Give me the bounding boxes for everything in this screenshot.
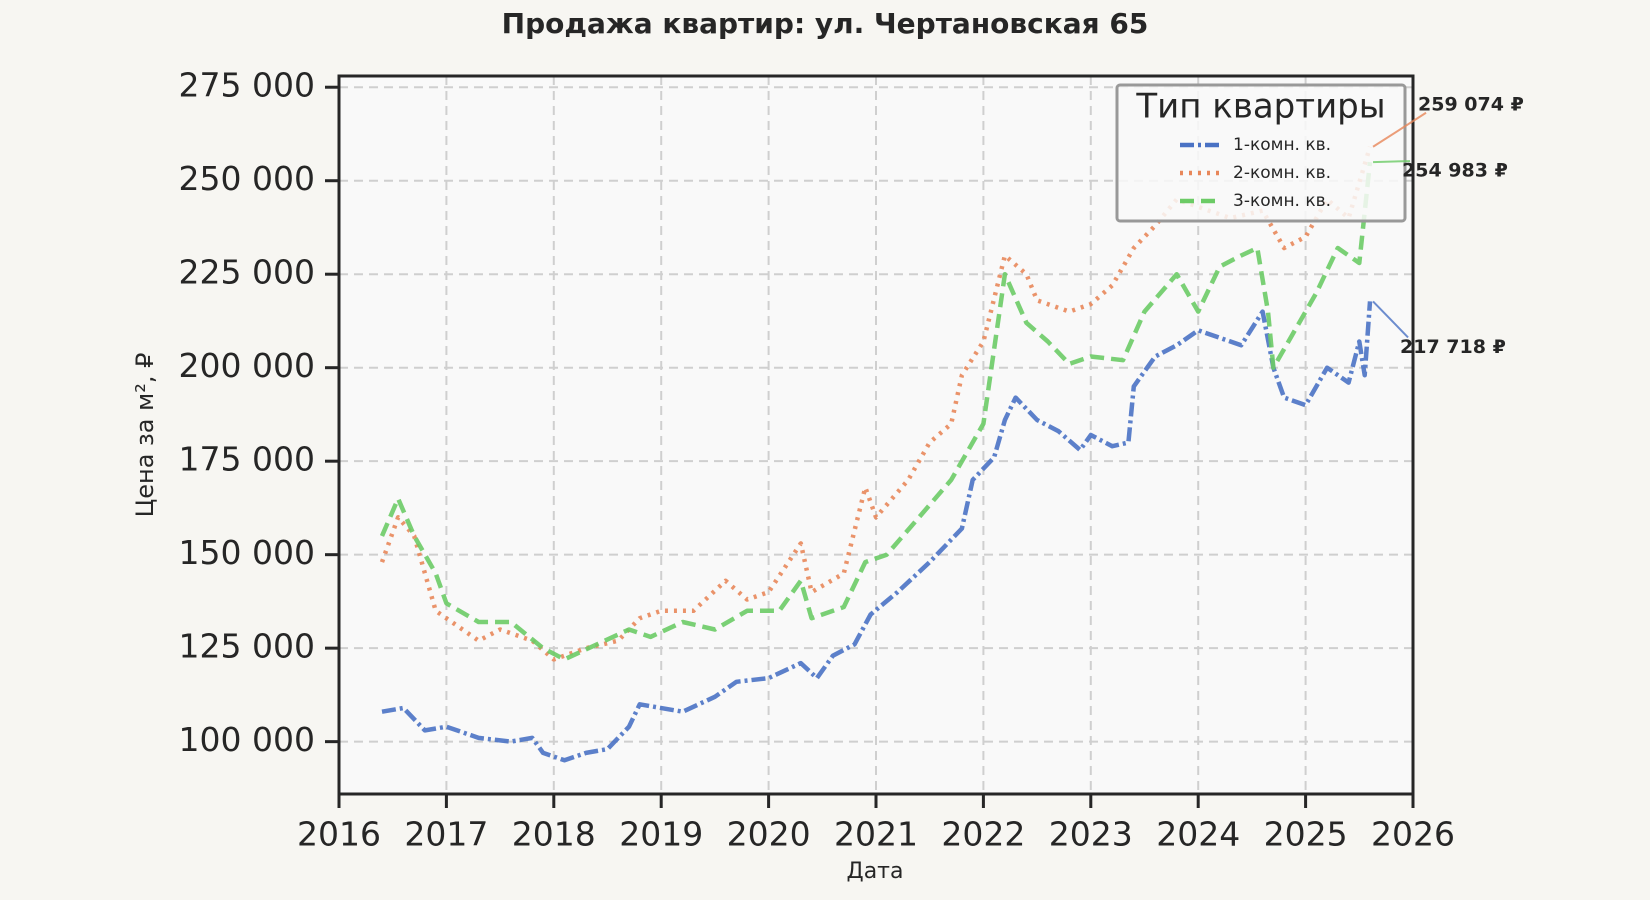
annotation-arrow [1372, 300, 1409, 339]
value-label: 254 983 ₽ [1402, 160, 1508, 182]
y-tick-label: 125 000 [179, 627, 315, 666]
x-tick-label: 2016 [297, 815, 381, 854]
y-tick-label: 175 000 [179, 440, 315, 479]
annotation-arrow [1372, 111, 1427, 148]
x-tick-label: 2018 [512, 815, 596, 854]
legend-label: 3-комн. кв. [1233, 191, 1331, 211]
x-tick-label: 2017 [404, 815, 488, 854]
y-axis-label: Цена за м², ₽ [131, 353, 159, 518]
legend-frame [1115, 83, 1407, 223]
lines [379, 146, 1373, 763]
legend: Тип квартиры 1-комн. кв. 2-комн. кв. 3-ком… [1115, 83, 1407, 223]
x-tick-label: 2022 [941, 815, 1025, 854]
x-tick-label: 2023 [1049, 815, 1133, 854]
x-axis-label: Дата [847, 859, 904, 884]
legend-title: Тип квартиры [1135, 87, 1385, 127]
series-line [381, 301, 1373, 763]
annotation-arrow [1373, 160, 1411, 164]
series-line [379, 146, 1373, 662]
x-tick-label: 2021 [834, 815, 918, 854]
y-tick-label: 275 000 [179, 66, 315, 105]
legend-label: 1-комн. кв. [1233, 135, 1331, 155]
value-label: 217 718 ₽ [1400, 336, 1506, 358]
legend-label: 2-комн. кв. [1233, 163, 1331, 183]
annotations: 217 718 ₽ 259 074 ₽ 254 983 ₽ [1372, 93, 1524, 358]
value-label: 259 074 ₽ [1418, 93, 1524, 115]
y-tick-label: 250 000 [179, 159, 315, 198]
y-tick-label: 100 000 [179, 720, 315, 759]
x-tick-label: 2020 [727, 815, 811, 854]
x-tick-label: 2025 [1264, 815, 1348, 854]
chart-title: Продажа квартир: ул. Чертановская 65 [502, 7, 1149, 40]
y-tick-label: 150 000 [179, 533, 315, 572]
y-tick-label: 225 000 [179, 253, 315, 292]
x-tick-label: 2026 [1371, 815, 1455, 854]
y-tick-label: 200 000 [179, 346, 315, 385]
x-tick-label: 2024 [1156, 815, 1240, 854]
x-tick-label: 2019 [619, 815, 703, 854]
